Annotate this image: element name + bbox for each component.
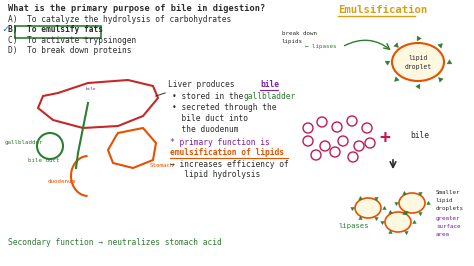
Text: +: +: [380, 129, 391, 147]
Text: gallbladder: gallbladder: [244, 92, 296, 101]
Text: Stomach: Stomach: [150, 163, 174, 168]
Ellipse shape: [355, 198, 381, 218]
Text: the duodenum: the duodenum: [172, 125, 238, 134]
Text: ✓: ✓: [2, 24, 8, 34]
Ellipse shape: [385, 212, 411, 232]
Text: Secondary function → neutralizes stomach acid: Secondary function → neutralizes stomach…: [8, 238, 222, 247]
Text: greater: greater: [436, 216, 461, 221]
Ellipse shape: [399, 193, 425, 213]
Text: gallbladder: gallbladder: [5, 140, 44, 145]
Text: • secreted through the: • secreted through the: [172, 103, 276, 112]
Text: What is the primary purpose of bile in digestion?: What is the primary purpose of bile in d…: [8, 4, 265, 13]
Text: • stored in the: • stored in the: [172, 92, 248, 101]
Text: bile: bile: [260, 80, 279, 89]
Text: area: area: [436, 232, 450, 237]
Ellipse shape: [392, 43, 444, 81]
Text: duodenum: duodenum: [48, 179, 76, 184]
Text: droplets: droplets: [436, 206, 464, 211]
Text: → increases efficiency of: → increases efficiency of: [170, 160, 289, 169]
Text: Emulsification: Emulsification: [338, 5, 427, 15]
Text: surface: surface: [436, 224, 461, 229]
Text: droplet: droplet: [404, 64, 431, 70]
Text: lipases: lipases: [338, 223, 369, 229]
Text: lipid: lipid: [408, 55, 428, 61]
Text: lipid: lipid: [436, 198, 454, 203]
Text: * primary function is: * primary function is: [170, 138, 270, 147]
Text: break down: break down: [282, 31, 317, 36]
Text: bile duct: bile duct: [28, 158, 60, 163]
Text: lipid hydrolysis: lipid hydrolysis: [170, 170, 260, 179]
Text: lipids: lipids: [282, 39, 303, 44]
Text: D)  To break down proteins: D) To break down proteins: [8, 46, 131, 55]
Text: Smaller: Smaller: [436, 190, 461, 195]
Text: bile: bile: [86, 87, 97, 91]
Text: bile duct into: bile duct into: [172, 114, 248, 123]
Text: Liver produces: Liver produces: [168, 80, 239, 89]
Text: A)  To catalyze the hydrolysis of carbohydrates: A) To catalyze the hydrolysis of carbohy…: [8, 15, 231, 24]
Text: bile: bile: [410, 131, 429, 140]
Text: B)  To emulsify fats: B) To emulsify fats: [8, 25, 103, 34]
Text: emulsification of lipids: emulsification of lipids: [170, 148, 284, 157]
Text: C)  To activate trypsinogen: C) To activate trypsinogen: [8, 36, 136, 45]
Text: ← lipases: ← lipases: [305, 44, 337, 49]
